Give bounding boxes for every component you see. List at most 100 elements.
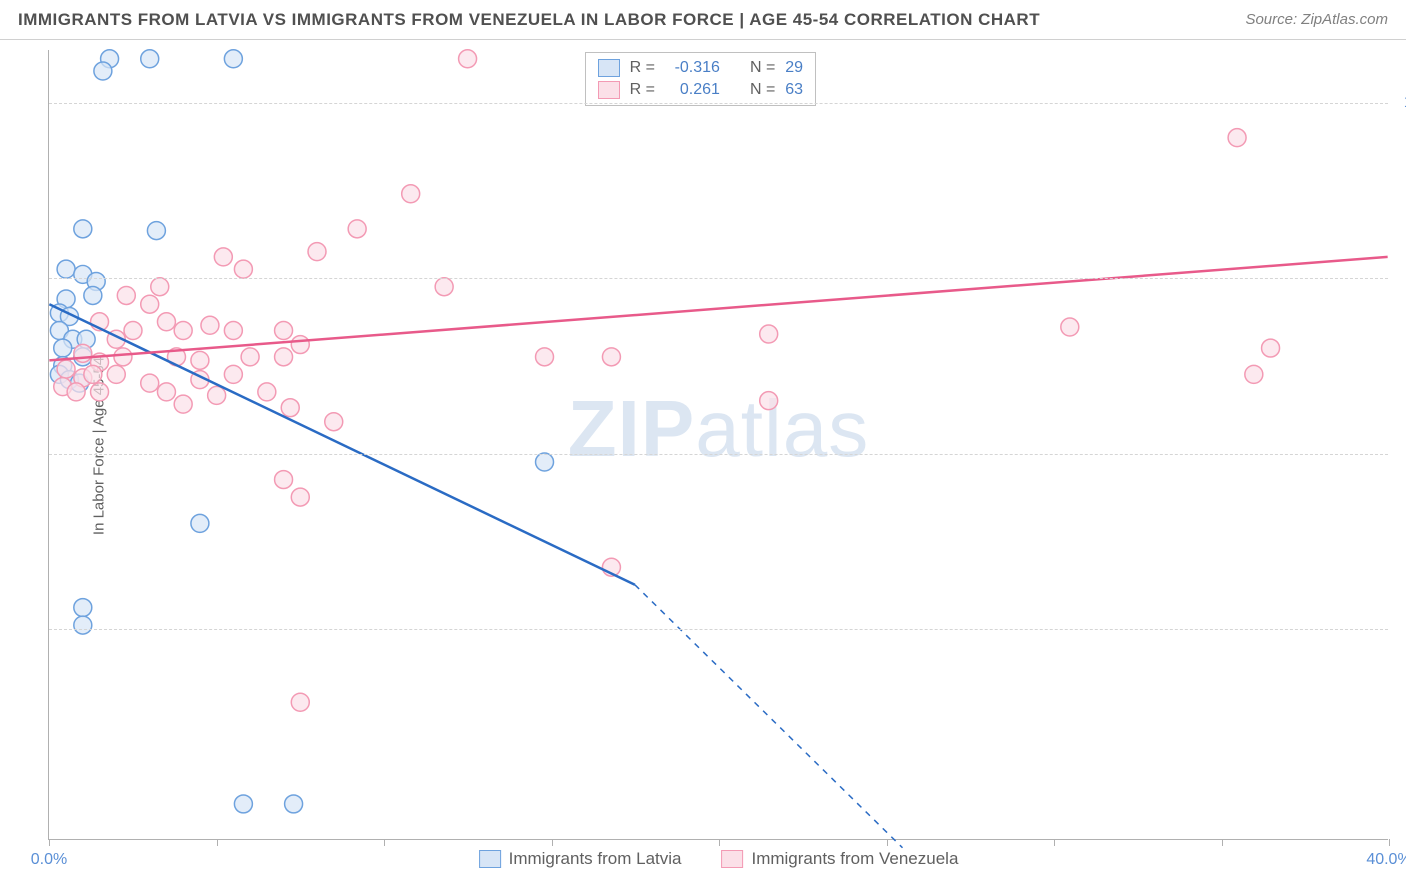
data-point (325, 413, 343, 431)
data-point (536, 348, 554, 366)
data-point (91, 383, 109, 401)
data-point (94, 62, 112, 80)
correlation-legend: R =-0.316N =29R =0.261N =63 (585, 52, 816, 106)
data-point (224, 365, 242, 383)
gridline (49, 103, 1388, 104)
y-tick-label: 100.0% (1398, 94, 1406, 112)
y-tick-label: 90.0% (1398, 269, 1406, 287)
series-legend-label: Immigrants from Latvia (509, 849, 682, 869)
data-point (57, 360, 75, 378)
data-point (151, 278, 169, 296)
y-tick-label: 80.0% (1398, 445, 1406, 463)
gridline (49, 629, 1388, 630)
correlation-legend-row: R =-0.316N =29 (598, 57, 803, 79)
x-tick (1222, 839, 1223, 846)
data-point (57, 260, 75, 278)
series-legend-label: Immigrants from Venezuela (751, 849, 958, 869)
trend-line-extrapolated (635, 585, 903, 848)
data-point (291, 336, 309, 354)
series-legend: Immigrants from Latvia Immigrants from Ve… (479, 849, 959, 869)
data-point (191, 514, 209, 532)
data-point (214, 248, 232, 266)
data-point (275, 322, 293, 340)
legend-swatch (479, 850, 501, 868)
data-point (275, 471, 293, 489)
data-point (1061, 318, 1079, 336)
data-point (117, 286, 135, 304)
series-legend-item: Immigrants from Venezuela (721, 849, 958, 869)
x-tick (1054, 839, 1055, 846)
data-point (157, 313, 175, 331)
data-point (602, 348, 620, 366)
data-point (234, 795, 252, 813)
gridline (49, 278, 1388, 279)
data-point (174, 322, 192, 340)
gridline (49, 454, 1388, 455)
data-point (435, 278, 453, 296)
title-bar: IMMIGRANTS FROM LATVIA VS IMMIGRANTS FRO… (0, 0, 1406, 40)
x-tick (552, 839, 553, 846)
series-legend-item: Immigrants from Latvia (479, 849, 682, 869)
data-point (67, 383, 85, 401)
data-point (74, 616, 92, 634)
data-point (760, 392, 778, 410)
data-point (124, 322, 142, 340)
data-point (234, 260, 252, 278)
data-point (1228, 129, 1246, 147)
data-point (281, 399, 299, 417)
n-value: 29 (785, 57, 803, 79)
data-point (241, 348, 259, 366)
data-point (141, 295, 159, 313)
plot-area: ZIPatlas R =-0.316N =29R =0.261N =63 Imm… (48, 50, 1388, 840)
data-point (402, 185, 420, 203)
data-point (258, 383, 276, 401)
data-point (348, 220, 366, 238)
data-point (174, 395, 192, 413)
data-point (191, 351, 209, 369)
x-tick-label: 40.0% (1366, 851, 1406, 869)
data-point (147, 222, 165, 240)
data-point (459, 50, 477, 68)
y-tick-label: 70.0% (1398, 620, 1406, 638)
data-point (285, 795, 303, 813)
data-point (74, 599, 92, 617)
r-label: R = (630, 79, 655, 101)
n-label: N = (750, 79, 775, 101)
x-tick (719, 839, 720, 846)
legend-swatch (598, 59, 620, 77)
data-point (157, 383, 175, 401)
x-tick (49, 839, 50, 846)
r-value: -0.316 (665, 57, 720, 79)
data-point (74, 344, 92, 362)
x-tick-label: 0.0% (31, 851, 67, 869)
chart-container: IMMIGRANTS FROM LATVIA VS IMMIGRANTS FRO… (0, 0, 1406, 892)
chart-svg (49, 50, 1388, 839)
n-value: 63 (785, 79, 803, 101)
data-point (291, 693, 309, 711)
data-point (1262, 339, 1280, 357)
trend-line (49, 304, 635, 585)
data-point (1245, 365, 1263, 383)
data-point (536, 453, 554, 471)
data-point (291, 488, 309, 506)
data-point (141, 374, 159, 392)
data-point (74, 220, 92, 238)
data-point (760, 325, 778, 343)
data-point (224, 50, 242, 68)
data-point (54, 339, 72, 357)
x-tick (887, 839, 888, 846)
legend-swatch (598, 81, 620, 99)
data-point (114, 348, 132, 366)
chart-title: IMMIGRANTS FROM LATVIA VS IMMIGRANTS FRO… (18, 10, 1040, 30)
x-tick (217, 839, 218, 846)
data-point (107, 365, 125, 383)
data-point (84, 365, 102, 383)
data-point (224, 322, 242, 340)
source-label: Source: ZipAtlas.com (1245, 11, 1388, 28)
x-tick (384, 839, 385, 846)
data-point (141, 50, 159, 68)
data-point (308, 243, 326, 261)
data-point (84, 286, 102, 304)
correlation-legend-row: R =0.261N =63 (598, 79, 803, 101)
x-tick (1389, 839, 1390, 846)
